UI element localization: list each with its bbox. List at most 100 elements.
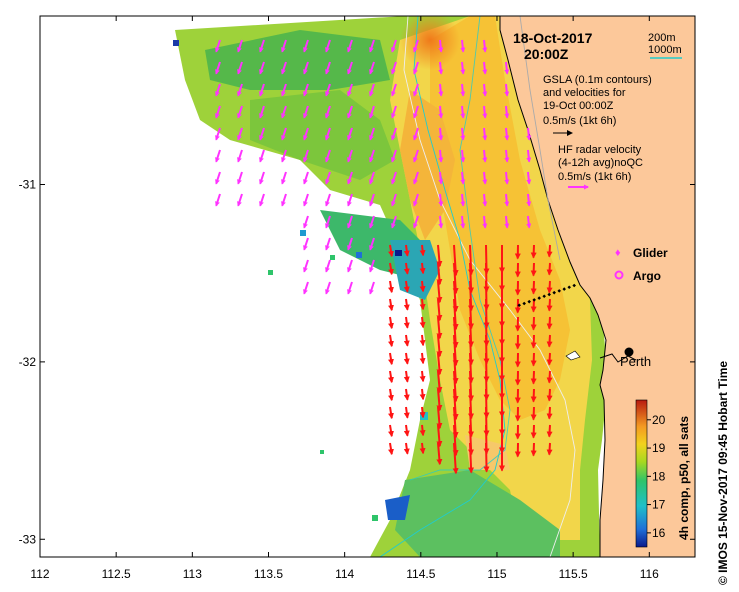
x-tick-label: 112 bbox=[30, 567, 49, 581]
x-tick-label: 114.5 bbox=[406, 567, 435, 581]
current-arrow bbox=[546, 280, 553, 294]
hf-velocity-arrow bbox=[215, 39, 221, 53]
current-arrow bbox=[403, 316, 410, 329]
hf-velocity-arrow bbox=[460, 149, 466, 163]
current-arrow bbox=[530, 424, 537, 439]
current-arrow bbox=[403, 370, 410, 383]
current-arrow bbox=[388, 370, 394, 384]
hf-velocity-arrow bbox=[347, 105, 353, 119]
hf-velocity-arrow bbox=[237, 171, 243, 185]
hf-velocity-arrow bbox=[413, 171, 419, 185]
current-arrow bbox=[530, 406, 537, 421]
current-arrow bbox=[546, 298, 553, 312]
hf-velocity-arrow bbox=[303, 259, 309, 273]
current-arrow bbox=[452, 316, 459, 349]
hf-velocity-arrow bbox=[325, 215, 331, 229]
hf-velocity-arrow bbox=[237, 39, 243, 53]
glider-position bbox=[547, 292, 551, 297]
current-arrow bbox=[546, 262, 553, 276]
hf-velocity-arrow bbox=[215, 193, 221, 207]
current-arrow bbox=[436, 370, 443, 394]
gsla-note: GSLA (0.1m contours) and velocities for … bbox=[543, 74, 652, 136]
hf-velocity-arrow bbox=[369, 171, 375, 185]
hf-velocity-arrow bbox=[215, 171, 221, 185]
hf-velocity-arrow bbox=[281, 39, 287, 53]
hf-velocity-arrow bbox=[413, 215, 419, 229]
hf-velocity-arrow bbox=[482, 215, 488, 229]
current-arrow bbox=[452, 406, 459, 439]
current-arrow bbox=[419, 442, 426, 455]
hf-velocity-arrow bbox=[413, 61, 419, 75]
current-arrow bbox=[403, 280, 410, 293]
hf-velocity-arrow bbox=[303, 83, 309, 97]
current-arrow bbox=[436, 280, 443, 304]
current-arrow bbox=[530, 262, 537, 277]
current-arrow bbox=[452, 262, 459, 295]
current-arrow bbox=[388, 406, 394, 420]
plot-frame bbox=[39, 15, 696, 558]
map-date: 18-Oct-2017 bbox=[513, 30, 593, 46]
glider-legend-label: Glider bbox=[633, 246, 668, 260]
hf-velocity-arrow bbox=[460, 39, 466, 53]
colorbar-tick-label: 20 bbox=[652, 413, 666, 427]
hf-velocity-arrow bbox=[347, 237, 353, 251]
hf-line-3: 0.5m/s (1kt 6h) bbox=[558, 171, 631, 183]
current-arrow bbox=[419, 424, 426, 437]
current-arrow bbox=[388, 316, 394, 330]
gsla-line-3: 19-Oct 00:00Z bbox=[543, 100, 614, 112]
hf-velocity-arrow bbox=[369, 149, 375, 163]
hf-velocity-arrow bbox=[259, 149, 265, 163]
hf-velocity-arrow bbox=[369, 39, 375, 53]
current-arrow bbox=[403, 388, 410, 401]
colorbar-gradient bbox=[635, 399, 648, 548]
hf-velocity-arrow bbox=[438, 149, 444, 163]
hf-velocity-arrow bbox=[504, 83, 510, 97]
hf-velocity-arrow bbox=[482, 149, 488, 163]
hf-velocity-arrow bbox=[460, 193, 466, 207]
hf-velocity-arrow bbox=[215, 149, 221, 163]
hf-velocity-arrow bbox=[347, 215, 353, 229]
current-arrow bbox=[436, 262, 443, 286]
current-arrow bbox=[546, 352, 553, 366]
hf-velocity-arrow bbox=[413, 149, 419, 163]
hf-velocity-arrow bbox=[237, 149, 243, 163]
hf-velocity-arrow bbox=[325, 281, 331, 295]
hf-velocity-arrow bbox=[526, 215, 532, 229]
colorbar-tick-label: 19 bbox=[652, 441, 666, 455]
x-tick-label: 113.5 bbox=[254, 567, 283, 581]
hf-velocity-arrow bbox=[482, 105, 488, 119]
colorbar-tick-label: 16 bbox=[652, 526, 666, 540]
current-arrow bbox=[388, 424, 394, 438]
hf-velocity-arrow bbox=[460, 171, 466, 185]
hf-velocity-arrow bbox=[259, 105, 265, 119]
hf-velocity-arrow bbox=[303, 105, 309, 119]
current-arrow bbox=[403, 262, 410, 275]
x-tick-label: 116 bbox=[640, 567, 659, 581]
current-arrow bbox=[419, 262, 426, 275]
hf-velocity-arrow bbox=[438, 83, 444, 97]
hf-velocity-arrow bbox=[281, 83, 287, 97]
current-arrow bbox=[403, 334, 410, 347]
hf-velocity-arrow bbox=[369, 105, 375, 119]
coastline bbox=[499, 16, 607, 557]
x-tick-label: 115.5 bbox=[559, 567, 588, 581]
credit-text: © IMOS 15-Nov-2017 09:45 Hobart Time bbox=[716, 361, 730, 585]
y-tick-label: -31 bbox=[19, 178, 37, 192]
current-arrow bbox=[436, 298, 443, 322]
hf-velocity-arrow bbox=[259, 127, 265, 141]
hf-velocity-arrow bbox=[369, 61, 375, 75]
hf-velocity-arrow bbox=[369, 281, 375, 295]
colorbar-label: 4h comp, p50, all sats bbox=[677, 416, 691, 540]
hf-velocity-arrow bbox=[482, 193, 488, 207]
current-arrow bbox=[388, 388, 394, 402]
current-arrow bbox=[452, 280, 459, 313]
hf-velocity-arrow bbox=[482, 127, 488, 141]
hf-velocity-arrow bbox=[460, 215, 466, 229]
hf-velocity-arrow bbox=[347, 39, 353, 53]
current-arrow bbox=[419, 406, 426, 419]
hf-velocity-arrow bbox=[281, 193, 287, 207]
axes: 112 112.5 113 113.5 114 114.5 115 115.5 116 -31 -3… bbox=[19, 16, 695, 581]
hf-velocity-arrow bbox=[303, 237, 309, 251]
glider-symbol: ♦ bbox=[615, 247, 621, 259]
hf-velocity-arrow bbox=[259, 83, 265, 97]
